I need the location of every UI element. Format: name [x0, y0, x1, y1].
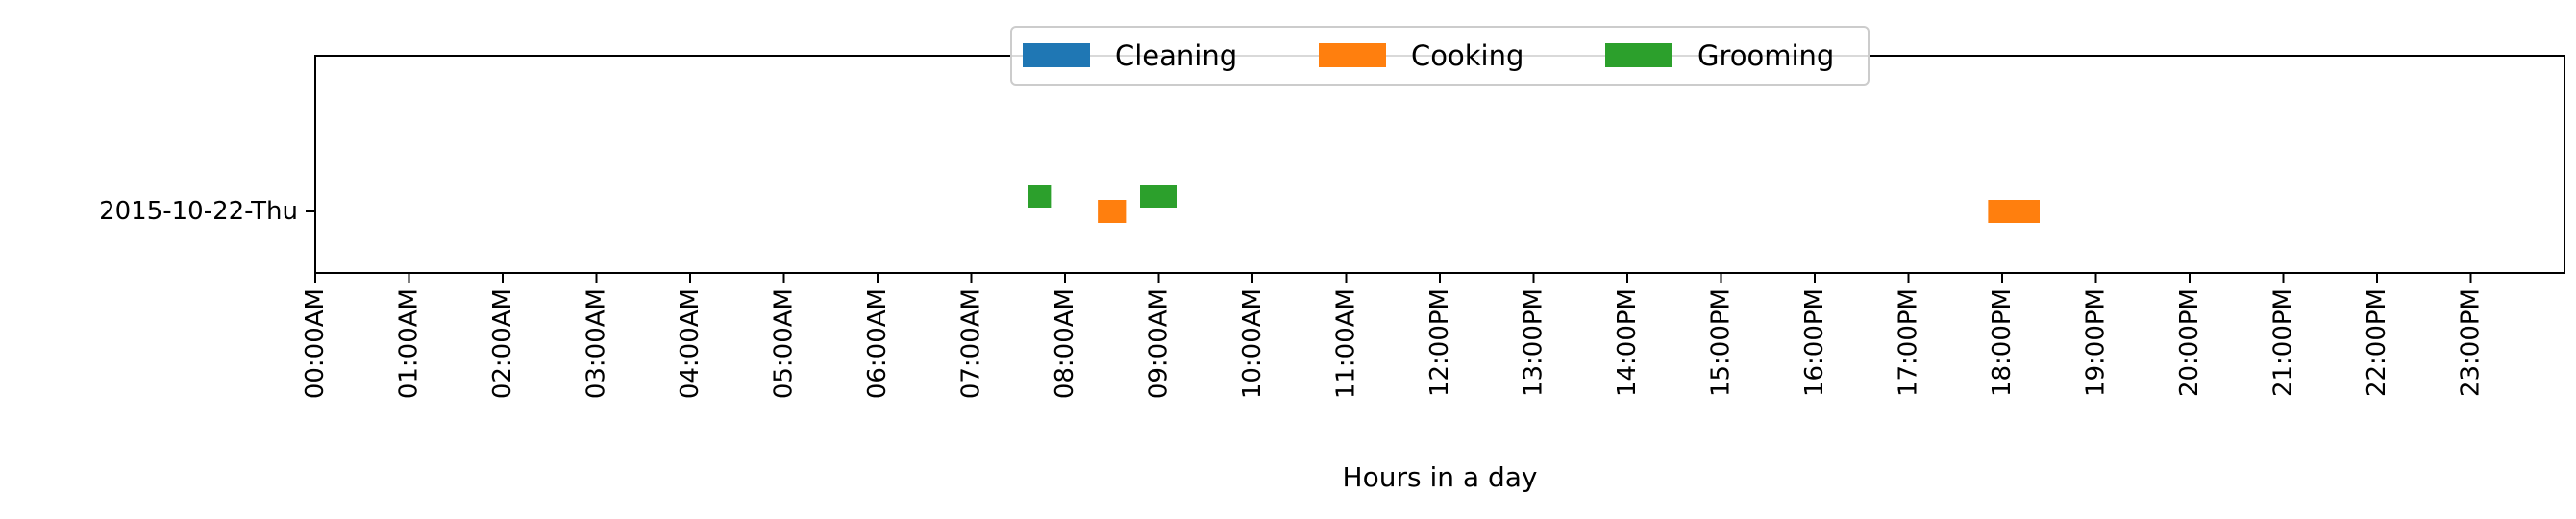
x-tick-label: 22:00PM [2363, 288, 2391, 397]
x-tick-label: 07:00AM [957, 288, 986, 399]
x-tick-label: 11:00AM [1332, 288, 1361, 399]
legend: Cleaning Cooking Grooming [1010, 26, 1870, 86]
legend-swatch-cooking [1319, 43, 1386, 67]
x-tick-label: 18:00PM [1988, 288, 2017, 397]
bar-grooming [1028, 185, 1052, 208]
x-tick-label: 03:00AM [582, 288, 611, 399]
x-tick-label: 00:00AM [301, 288, 330, 399]
bar-grooming [1140, 185, 1177, 208]
x-tick-label: 17:00PM [1895, 288, 1923, 397]
x-tick-label: 02:00AM [488, 288, 517, 399]
x-tick-label: 10:00AM [1238, 288, 1267, 399]
x-tick-label: 01:00AM [395, 288, 424, 399]
legend-swatch-grooming [1605, 43, 1672, 67]
legend-label-cooking: Cooking [1411, 39, 1523, 72]
x-tick-label: 16:00PM [1800, 288, 1829, 397]
x-axis-ticks: 00:00AM 01:00AM 02:00AM 03:00AM 04:00AM 05:00… [301, 273, 2486, 399]
x-tick-label: 15:00PM [1707, 288, 1736, 397]
x-tick-label: 13:00PM [1520, 288, 1548, 397]
plot-area [315, 56, 2564, 273]
legend-label-grooming: Grooming [1697, 39, 1834, 72]
x-tick-label: 09:00AM [1145, 288, 1174, 399]
legend-swatch-cleaning [1023, 43, 1090, 67]
bar-cooking [1098, 200, 1127, 223]
x-tick-label: 06:00AM [863, 288, 892, 399]
x-tick-label: 23:00PM [2457, 288, 2486, 397]
x-tick-label: 05:00AM [770, 288, 799, 399]
x-tick-label: 04:00AM [676, 288, 705, 399]
x-axis-label: Hours in a day [1343, 461, 1538, 493]
x-tick-label: 20:00PM [2175, 288, 2204, 397]
x-tick-label: 14:00PM [1613, 288, 1642, 397]
x-tick-label: 19:00PM [2082, 288, 2111, 397]
legend-label-cleaning: Cleaning [1115, 39, 1237, 72]
x-tick-label: 12:00PM [1425, 288, 1454, 397]
y-tick-label: 2015-10-22-Thu [99, 197, 298, 226]
y-axis-ticks: 2015-10-22-Thu [99, 197, 315, 226]
activity-bars [1028, 185, 2040, 223]
legend-frame [1010, 26, 1870, 86]
bar-cooking [1988, 200, 2040, 223]
x-tick-label: 08:00AM [1051, 288, 1079, 399]
x-tick-label: 21:00PM [2269, 288, 2298, 397]
